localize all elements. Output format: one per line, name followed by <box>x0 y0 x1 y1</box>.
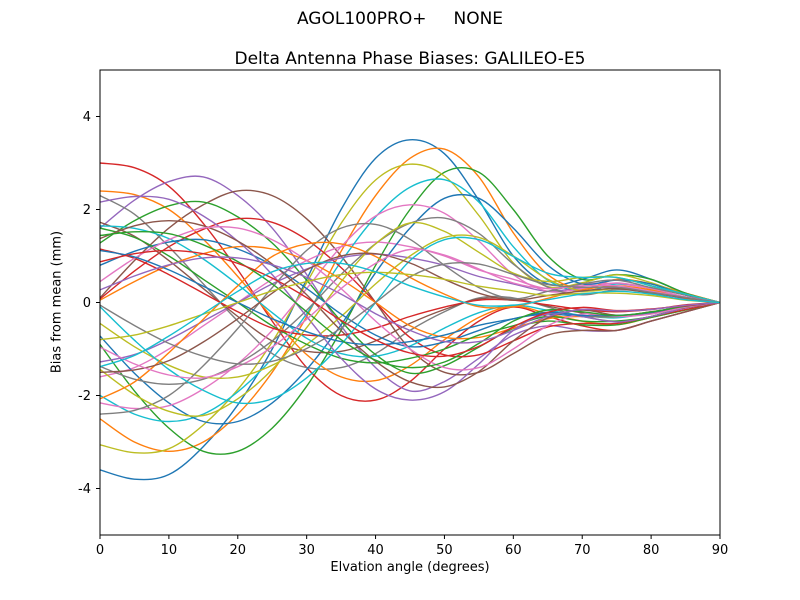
x-tick-label: 10 <box>161 543 178 558</box>
series-line-line-01 <box>100 139 720 481</box>
series-line-line-18 <box>100 216 720 385</box>
y-tick-label: 2 <box>83 203 91 218</box>
x-tick-label: 20 <box>230 543 247 558</box>
series-line-line-36 <box>100 252 720 373</box>
x-tick-label: 60 <box>505 543 522 558</box>
x-tick-label: 70 <box>574 543 591 558</box>
series-line-line-10 <box>100 178 720 423</box>
y-axis-label: Bias from mean (mm) <box>49 230 65 374</box>
series-line-line-09 <box>100 163 720 454</box>
figure-suptitle: AGOL100PRO+ NONE <box>296 9 504 29</box>
x-tick-label: 0 <box>96 543 104 558</box>
series-line-line-33 <box>100 230 720 369</box>
series-line-line-02 <box>100 147 720 452</box>
series-line-line-17 <box>100 204 720 410</box>
series-line-line-26 <box>100 220 720 389</box>
series-line-line-37 <box>100 248 720 379</box>
series-line-line-14 <box>100 217 720 358</box>
series-line-line-27 <box>100 225 720 371</box>
series-line-line-23 <box>100 227 720 364</box>
x-axis-label: Elvation angle (degrees) <box>330 560 490 575</box>
series-line-line-08 <box>100 194 720 371</box>
series-line-line-24 <box>100 248 720 337</box>
x-tick-label: 30 <box>298 543 315 558</box>
y-tick-label: 4 <box>83 110 91 125</box>
y-tick-label: -4 <box>78 482 91 497</box>
x-tick-label: 80 <box>643 543 660 558</box>
chart-title: Delta Antenna Phase Biases: GALILEO-E5 <box>234 49 586 69</box>
series-line-line-35 <box>100 256 720 344</box>
series-line-line-30 <box>100 236 720 405</box>
x-tick-label: 50 <box>436 543 453 558</box>
y-tick-label: 0 <box>83 296 91 311</box>
series-line-line-28 <box>100 222 720 415</box>
y-tick-label: -2 <box>78 389 91 404</box>
series-line-line-34 <box>100 249 720 358</box>
series-line-line-13 <box>100 200 720 375</box>
series-line-line-40 <box>100 261 720 368</box>
series-line-line-38 <box>100 261 720 365</box>
series-line-line-25 <box>100 195 720 401</box>
x-tick-label: 90 <box>712 543 729 558</box>
series-group <box>100 139 720 481</box>
x-tick-label: 40 <box>367 543 384 558</box>
